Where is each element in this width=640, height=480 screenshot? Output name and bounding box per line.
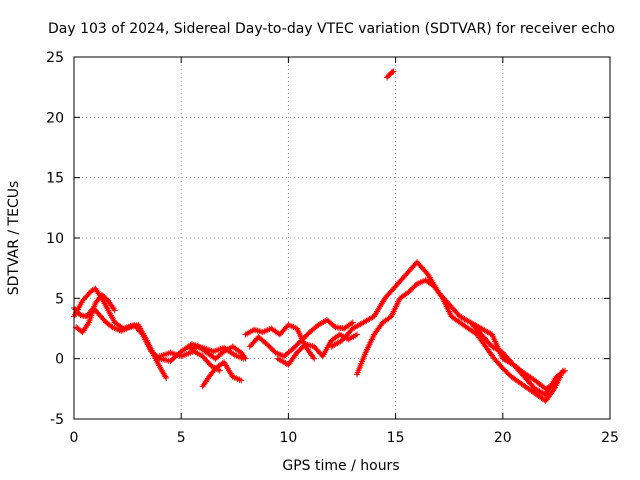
y-tick-label: 0 [55, 352, 64, 368]
grid [74, 57, 610, 419]
y-tick-label: 25 [46, 50, 64, 66]
x-axis-label: GPS time / hours [282, 458, 399, 474]
y-tick-label: 5 [55, 291, 64, 307]
data-point [313, 323, 320, 330]
axis-ticks: 0 5 10 15 20 25 -5 0 5 10 15 20 25 [46, 50, 619, 446]
data-point [163, 374, 170, 381]
data-point [390, 68, 397, 75]
data-point [100, 316, 107, 323]
x-tick-label: 5 [177, 430, 186, 446]
data-point [111, 307, 118, 314]
data-point [236, 348, 243, 355]
data-point [73, 307, 80, 314]
data-series [71, 68, 568, 404]
data-point [429, 282, 436, 289]
data-point [98, 313, 105, 320]
y-tick-label: 10 [46, 231, 64, 247]
data-point [242, 355, 249, 362]
data-point [74, 309, 81, 316]
data-point [354, 331, 361, 338]
data-point [91, 286, 98, 293]
data-point [96, 312, 103, 319]
x-tick-label: 25 [601, 430, 619, 446]
data-track [355, 278, 565, 403]
data-point [559, 367, 566, 374]
y-tick-label: -5 [50, 412, 64, 428]
data-point [162, 373, 169, 380]
data-point [348, 320, 355, 327]
data-point [72, 306, 79, 313]
data-point [553, 379, 560, 386]
x-tick-label: 0 [70, 430, 79, 446]
y-tick-label: 20 [46, 110, 64, 126]
data-point [509, 360, 516, 367]
y-axis-label: SDTVAR / TECUs [6, 181, 22, 296]
data-point [95, 310, 102, 317]
chart-title: Day 103 of 2024, Sidereal Day-to-day VTE… [48, 21, 615, 37]
data-point [331, 323, 338, 330]
data-point [238, 377, 245, 384]
data-point [219, 349, 226, 356]
data-point [108, 323, 115, 330]
data-point [541, 396, 548, 403]
y-tick-label: 15 [46, 171, 64, 187]
data-point [389, 69, 396, 76]
data-point [99, 315, 106, 322]
x-tick-label: 10 [279, 430, 297, 446]
x-tick-label: 20 [494, 430, 512, 446]
x-tick-label: 15 [387, 430, 405, 446]
data-point [311, 355, 318, 362]
data-point [216, 367, 223, 374]
data-point [349, 319, 356, 326]
